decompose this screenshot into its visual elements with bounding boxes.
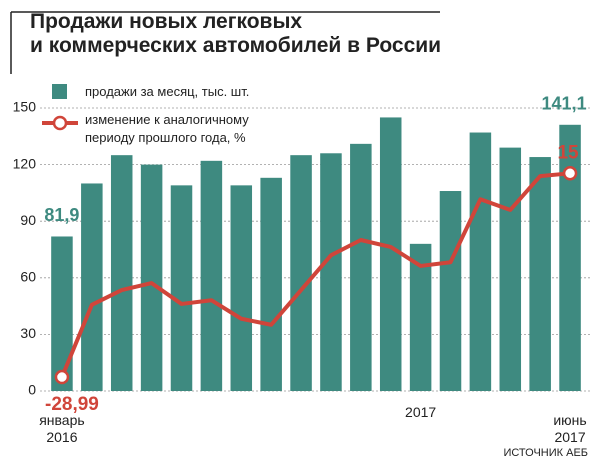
x-tick-label: 2017 <box>405 404 437 420</box>
bar <box>379 117 402 391</box>
value-label: 15 <box>557 142 579 163</box>
line-marker <box>562 166 578 181</box>
bar <box>170 185 193 391</box>
bar <box>559 124 581 392</box>
bar <box>469 132 492 391</box>
y-tick-label: 150 <box>13 99 37 115</box>
x-tick-label: июнь 2017 <box>553 412 587 445</box>
legend-swatch <box>52 84 67 99</box>
bar <box>81 183 103 391</box>
legend-label: изменение к аналогичному периоду прошлог… <box>85 112 249 145</box>
bar <box>499 147 522 391</box>
y-tick-label: 30 <box>20 325 36 341</box>
bar <box>350 143 372 391</box>
y-tick-label: 0 <box>28 382 36 398</box>
bar <box>230 185 253 391</box>
value-label: 81,9 <box>44 205 79 225</box>
chart-title: Продажи новых легковых и коммерческих ав… <box>30 10 442 57</box>
bar <box>439 191 462 391</box>
bar <box>409 243 432 391</box>
bar <box>140 164 163 391</box>
x-tick-label: январь 2016 <box>39 412 85 445</box>
bar <box>529 157 551 391</box>
bar <box>200 160 223 391</box>
value-label: -28,99 <box>45 394 99 415</box>
y-tick-label: 120 <box>13 155 37 171</box>
bar <box>110 155 133 391</box>
bar <box>260 177 282 391</box>
y-tick-label: 90 <box>20 212 36 228</box>
bar <box>290 155 312 391</box>
legend-swatch <box>52 115 68 131</box>
line <box>60 171 571 378</box>
bar <box>51 236 73 391</box>
y-tick-label: 60 <box>20 269 36 285</box>
legend-label: продажи за месяц, тыс. шт. <box>85 84 250 99</box>
source: ИСТОЧНИК АЕБ <box>503 447 588 459</box>
value-label: 141,1 <box>542 94 587 114</box>
bar <box>320 153 342 391</box>
line-marker <box>54 369 70 385</box>
